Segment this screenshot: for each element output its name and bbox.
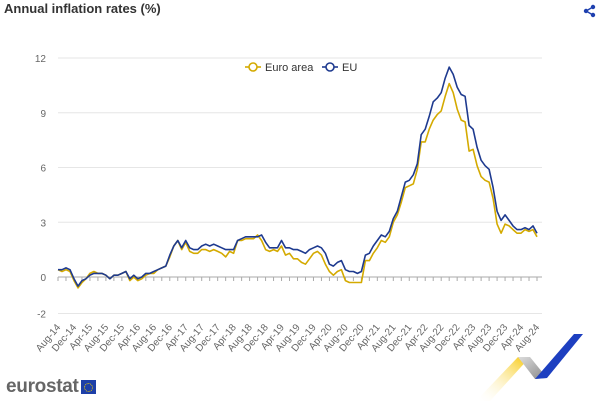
series-line-euro-area <box>57 82 538 289</box>
y-tick-label: 12 <box>35 54 47 65</box>
logo-text: eurostat <box>6 376 79 397</box>
y-tick-label: 9 <box>40 109 46 120</box>
y-tick-label: 0 <box>40 273 46 284</box>
series-line-eu <box>58 66 538 287</box>
legend-label: Euro area <box>265 62 314 74</box>
chart-title: Annual inflation rates (%) <box>4 1 161 16</box>
y-tick-label: 6 <box>40 164 46 175</box>
eurostat-logo: eurostat <box>6 376 96 398</box>
legend-marker-icon <box>325 62 335 72</box>
y-tick-label: -2 <box>37 310 46 321</box>
eu-flag-icon <box>80 380 96 394</box>
share-icon[interactable] <box>583 4 597 18</box>
y-tick-label: 3 <box>40 218 46 229</box>
legend-marker-icon <box>248 62 258 72</box>
legend-label: EU <box>342 62 357 74</box>
